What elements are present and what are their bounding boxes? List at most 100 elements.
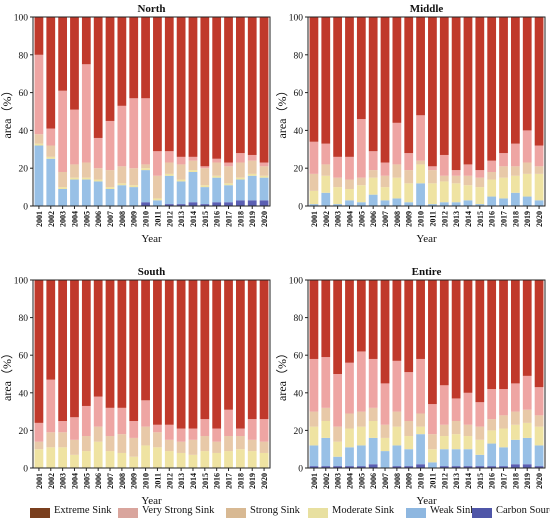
middle-y-tick-label-40: 40 xyxy=(294,127,304,137)
entire-y-tick-label-60: 60 xyxy=(294,352,304,362)
north-x-tick-label-2014: 2014 xyxy=(189,211,198,227)
middle-bar-2005-very-strong-sink xyxy=(356,119,366,178)
north-bar-2007-weak-sink xyxy=(105,188,115,206)
entire-bar-2012-moderate-sink xyxy=(439,436,449,450)
legend-label-extreme-sink: Extreme Sink xyxy=(54,505,112,516)
south-bar-2009-extreme-sink xyxy=(129,280,139,421)
north-bar-2006-strong-sink xyxy=(93,168,103,180)
entire-bar-2015-extreme-sink xyxy=(475,280,485,403)
entire-bar-2013-weak-sink xyxy=(451,449,461,467)
entire-y-tick-label-20: 20 xyxy=(294,427,304,437)
south-bar-2016-extreme-sink xyxy=(212,280,222,429)
entire-bar-2001-very-strong-sink xyxy=(309,358,319,412)
north-x-tick-label-2017: 2017 xyxy=(225,211,234,227)
north-bar-2006-extreme-sink xyxy=(93,17,103,138)
north-bar-2001-strong-sink xyxy=(34,134,44,144)
legend-label-carbon-source: Carbon Source xyxy=(496,505,550,516)
middle-bar-2004-strong-sink xyxy=(345,179,354,189)
entire-bar-2010-extreme-sink xyxy=(416,280,425,359)
south-x-tick-label-2006: 2006 xyxy=(94,473,103,489)
north-bar-2014-moderate-sink xyxy=(188,170,198,172)
south-x-tick-label-2014: 2014 xyxy=(189,473,198,489)
north-x-tick-label-2003: 2003 xyxy=(59,211,68,227)
north-bar-2011-strong-sink xyxy=(153,175,162,199)
north-bar-2008-very-strong-sink xyxy=(117,105,127,167)
north-bar-2012-strong-sink xyxy=(164,162,174,174)
entire-bar-2019-extreme-sink xyxy=(522,280,532,376)
north-bar-2004-strong-sink xyxy=(70,164,79,178)
entire-bar-2007-strong-sink xyxy=(380,424,390,438)
north-bar-2003-moderate-sink xyxy=(58,187,68,189)
entire-x-tick-label-2017: 2017 xyxy=(500,473,509,489)
north-y-tick-label-100: 100 xyxy=(14,14,29,24)
entire-bar-2007-weak-sink xyxy=(380,451,390,468)
north-bar-2015-weak-sink xyxy=(200,187,210,205)
south-bar-2005-moderate-sink xyxy=(81,451,91,468)
legend-label-weak-sink: Weak Sink xyxy=(430,505,476,516)
entire-x-tick-label-2009: 2009 xyxy=(405,473,414,489)
legend-swatch-extreme-sink xyxy=(30,508,50,518)
entire-bar-2015-strong-sink xyxy=(475,426,485,440)
south-bar-2014-extreme-sink xyxy=(188,280,198,429)
south-y-tick-label-80: 80 xyxy=(19,314,29,324)
entire-bar-2003-extreme-sink xyxy=(333,280,343,374)
north-bar-2010-weak-sink xyxy=(141,170,150,203)
entire-bar-2010-strong-sink xyxy=(416,413,425,427)
north-bar-2014-weak-sink xyxy=(188,171,198,203)
north-bar-2005-strong-sink xyxy=(81,162,91,178)
north-bar-2020-carbon-source xyxy=(259,200,269,206)
middle-bar-2010-strong-sink xyxy=(416,160,425,165)
entire-bar-2013-very-strong-sink xyxy=(451,398,461,421)
north-bar-2008-weak-sink xyxy=(117,185,127,206)
entire-bar-2019-weak-sink xyxy=(522,437,532,465)
south-bar-2006-extreme-sink xyxy=(93,280,103,397)
middle-bar-2005-weak-sink xyxy=(356,202,366,206)
middle-y-tick-label-20: 20 xyxy=(294,165,304,175)
north-bar-2014-extreme-sink xyxy=(188,17,198,157)
south-bar-2010-moderate-sink xyxy=(141,445,150,468)
south-bar-2015-very-strong-sink xyxy=(200,419,210,437)
north-bar-2009-moderate-sink xyxy=(129,185,139,188)
middle-bar-2011-strong-sink xyxy=(428,170,437,184)
entire-bar-2013-strong-sink xyxy=(451,421,461,435)
middle-bar-2002-moderate-sink xyxy=(321,175,331,193)
entire-bar-2014-very-strong-sink xyxy=(463,392,473,425)
south-x-tick-label-2002: 2002 xyxy=(47,473,56,489)
south-y-tick-label-0: 0 xyxy=(23,465,28,475)
north-bar-2018-carbon-source xyxy=(235,200,245,206)
north-bar-2002-weak-sink xyxy=(46,158,56,206)
entire-bar-2004-moderate-sink xyxy=(345,428,354,448)
middle-bar-2018-extreme-sink xyxy=(510,17,520,144)
entire-bar-2003-very-strong-sink xyxy=(333,374,343,427)
north-bar-2013-strong-sink xyxy=(176,164,186,180)
entire-bar-2010-weak-sink xyxy=(416,434,425,465)
middle-x-tick-label-2017: 2017 xyxy=(500,211,509,227)
entire-bar-2002-strong-sink xyxy=(321,407,331,421)
middle-bar-2008-strong-sink xyxy=(392,164,402,178)
middle-bar-2020-extreme-sink xyxy=(534,17,544,146)
middle-x-tick-label-2015: 2015 xyxy=(476,211,485,227)
north-bar-2013-moderate-sink xyxy=(176,179,186,182)
entire-bar-2011-extreme-sink xyxy=(428,280,437,405)
entire-bar-2001-extreme-sink xyxy=(309,280,319,359)
south-x-tick-label-2011: 2011 xyxy=(153,473,162,489)
entire-x-tick-label-2005: 2005 xyxy=(357,473,366,489)
north-bar-2009-weak-sink xyxy=(129,187,139,206)
south-bar-2013-moderate-sink xyxy=(176,452,186,468)
middle-bar-2020-weak-sink xyxy=(534,200,544,206)
legend-swatch-moderate-sink xyxy=(308,508,328,518)
entire-bar-2015-carbon-source xyxy=(475,466,485,468)
entire-bar-2008-strong-sink xyxy=(392,411,402,427)
entire-bar-2011-weak-sink xyxy=(428,462,437,468)
middle-y-tick-label-80: 80 xyxy=(294,51,304,61)
middle-bar-2001-extreme-sink xyxy=(309,17,319,142)
south-bar-2010-extreme-sink xyxy=(141,280,150,401)
middle-x-tick-label-2007: 2007 xyxy=(381,211,390,227)
entire-bar-2020-moderate-sink xyxy=(534,426,544,446)
entire-x-tick-label-2014: 2014 xyxy=(464,473,473,489)
entire-x-tick-label-2007: 2007 xyxy=(381,473,390,489)
middle-bar-2004-moderate-sink xyxy=(345,188,354,201)
middle-bar-2013-very-strong-sink xyxy=(451,170,461,176)
north-bar-2015-carbon-source xyxy=(200,204,210,206)
entire-bar-2005-carbon-source xyxy=(356,466,366,468)
